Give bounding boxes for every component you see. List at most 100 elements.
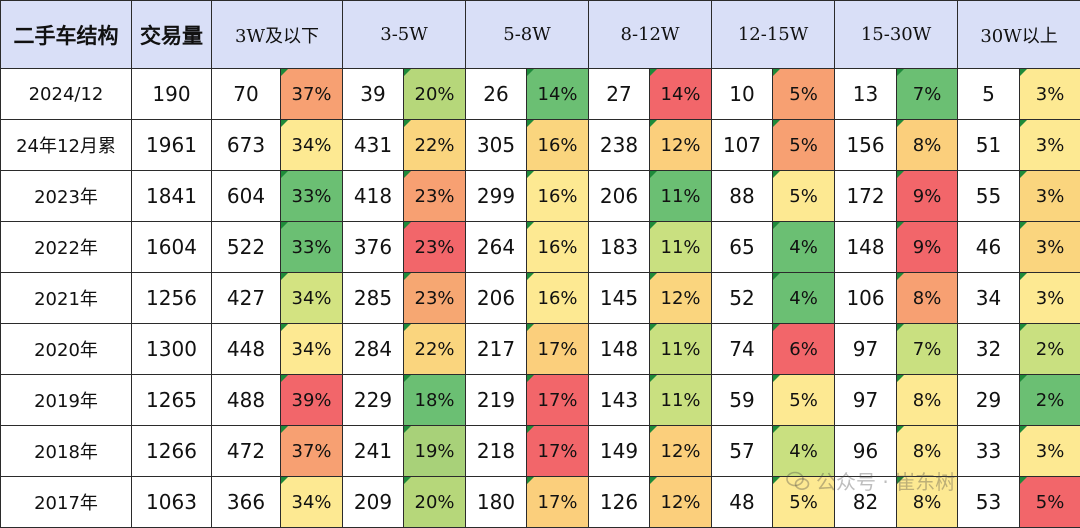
share-cell: 18%	[404, 375, 466, 426]
share-cell: 16%	[527, 222, 589, 273]
share-cell: 3%	[1020, 171, 1080, 222]
count-cell: 53	[958, 477, 1020, 528]
count-cell: 156	[835, 120, 897, 171]
count-cell: 39	[343, 69, 404, 120]
share-cell: 3%	[1020, 120, 1080, 171]
count-cell: 145	[589, 273, 650, 324]
share-cell: 34%	[281, 273, 343, 324]
count-cell: 217	[466, 324, 527, 375]
row-total: 1841	[132, 171, 212, 222]
row-total: 1256	[132, 273, 212, 324]
share-cell: 33%	[281, 171, 343, 222]
share-cell: 20%	[404, 69, 466, 120]
count-cell: 96	[835, 426, 897, 477]
count-cell: 149	[589, 426, 650, 477]
share-cell: 17%	[527, 426, 589, 477]
row-label: 2019年	[1, 375, 132, 426]
count-cell: 88	[712, 171, 773, 222]
row-total: 1265	[132, 375, 212, 426]
count-cell: 604	[212, 171, 281, 222]
header-group: 30W以上	[958, 1, 1080, 69]
share-cell: 5%	[1020, 477, 1080, 528]
share-cell: 12%	[650, 120, 712, 171]
count-cell: 285	[343, 273, 404, 324]
share-cell: 2%	[1020, 324, 1080, 375]
count-cell: 34	[958, 273, 1020, 324]
count-cell: 366	[212, 477, 281, 528]
count-cell: 26	[466, 69, 527, 120]
share-cell: 23%	[404, 171, 466, 222]
share-cell: 3%	[1020, 426, 1080, 477]
count-cell: 299	[466, 171, 527, 222]
share-cell: 14%	[527, 69, 589, 120]
count-cell: 472	[212, 426, 281, 477]
row-label: 2024/12	[1, 69, 132, 120]
share-cell: 7%	[897, 324, 958, 375]
count-cell: 5	[958, 69, 1020, 120]
count-cell: 65	[712, 222, 773, 273]
header-group: 3W及以下	[212, 1, 343, 69]
share-cell: 17%	[527, 324, 589, 375]
count-cell: 284	[343, 324, 404, 375]
share-cell: 6%	[773, 324, 835, 375]
share-cell: 23%	[404, 273, 466, 324]
share-cell: 37%	[281, 69, 343, 120]
count-cell: 29	[958, 375, 1020, 426]
count-cell: 183	[589, 222, 650, 273]
count-cell: 148	[835, 222, 897, 273]
row-total: 1266	[132, 426, 212, 477]
count-cell: 13	[835, 69, 897, 120]
count-cell: 241	[343, 426, 404, 477]
share-cell: 5%	[773, 375, 835, 426]
row-label: 2022年	[1, 222, 132, 273]
row-label: 2023年	[1, 171, 132, 222]
row-label: 2018年	[1, 426, 132, 477]
share-cell: 12%	[650, 273, 712, 324]
count-cell: 264	[466, 222, 527, 273]
count-cell: 59	[712, 375, 773, 426]
share-cell: 8%	[897, 273, 958, 324]
share-cell: 34%	[281, 324, 343, 375]
count-cell: 180	[466, 477, 527, 528]
share-cell: 20%	[404, 477, 466, 528]
row-total: 1961	[132, 120, 212, 171]
count-cell: 673	[212, 120, 281, 171]
count-cell: 106	[835, 273, 897, 324]
share-cell: 11%	[650, 375, 712, 426]
header-structure: 二手车结构	[1, 1, 132, 69]
count-cell: 97	[835, 324, 897, 375]
count-cell: 238	[589, 120, 650, 171]
count-cell: 376	[343, 222, 404, 273]
row-label: 24年12月累	[1, 120, 132, 171]
share-cell: 23%	[404, 222, 466, 273]
share-cell: 22%	[404, 120, 466, 171]
count-cell: 206	[589, 171, 650, 222]
share-cell: 16%	[527, 171, 589, 222]
header-group: 3-5W	[343, 1, 466, 69]
share-cell: 8%	[897, 120, 958, 171]
count-cell: 448	[212, 324, 281, 375]
share-cell: 12%	[650, 426, 712, 477]
share-cell: 5%	[773, 69, 835, 120]
row-total: 1604	[132, 222, 212, 273]
count-cell: 427	[212, 273, 281, 324]
count-cell: 126	[589, 477, 650, 528]
share-cell: 5%	[773, 171, 835, 222]
share-cell: 9%	[897, 171, 958, 222]
header-group: 15-30W	[835, 1, 958, 69]
share-cell: 4%	[773, 426, 835, 477]
share-cell: 17%	[527, 375, 589, 426]
share-cell: 14%	[650, 69, 712, 120]
share-cell: 34%	[281, 120, 343, 171]
row-label: 2021年	[1, 273, 132, 324]
count-cell: 70	[212, 69, 281, 120]
count-cell: 57	[712, 426, 773, 477]
